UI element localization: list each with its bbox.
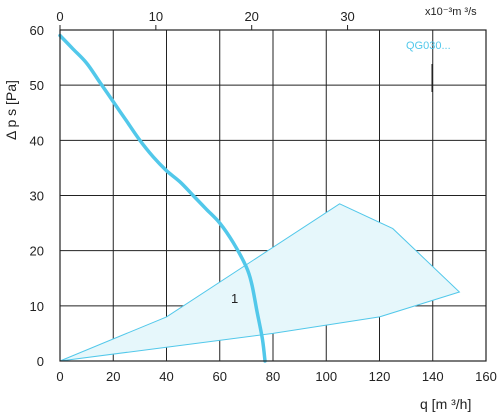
- secondary-x-tick-label: 20: [244, 9, 258, 24]
- y-tick-label: 20: [30, 244, 44, 259]
- x-tick-label: 40: [159, 369, 173, 384]
- curve-number-label: 1: [231, 291, 238, 306]
- y-tick-label: 60: [30, 23, 44, 38]
- secondary-x-tick-label: 30: [340, 9, 354, 24]
- x-tick-label: 160: [475, 369, 497, 384]
- chart-grid: [59, 29, 487, 362]
- operating-area: [59, 203, 461, 362]
- secondary-x-tick-labels: 0 10 20 30: [56, 9, 355, 30]
- plot-frame: [59, 29, 487, 362]
- y-tick-label: 0: [37, 354, 44, 369]
- y-tick-label: 50: [30, 78, 44, 93]
- y-tick-label: 30: [30, 189, 44, 204]
- series-line-qg030: [58, 33, 267, 363]
- y-tick-label: 10: [30, 299, 44, 314]
- x-tick-labels: 0 20 40 60 80 100 120 140 160: [56, 369, 496, 384]
- x-tick-label: 20: [106, 369, 120, 384]
- series-name-label: QG030...: [406, 40, 451, 52]
- x-tick-label: 80: [266, 369, 280, 384]
- secondary-x-tick-label: 0: [56, 9, 63, 24]
- secondary-x-axis-label: x10⁻³m ³/s: [425, 6, 477, 18]
- x-tick-label: 140: [422, 369, 444, 384]
- x-tick-label: 100: [315, 369, 337, 384]
- x-tick-label: 120: [369, 369, 391, 384]
- x-tick-label: 0: [56, 369, 63, 384]
- y-tick-label: 40: [30, 133, 44, 148]
- secondary-x-tick-label: 10: [149, 9, 163, 24]
- x-axis-label: q [m ³/h]: [420, 396, 471, 412]
- y-axis-label: Δ p s [Pa]: [3, 80, 19, 140]
- y-tick-labels: 0 10 20 30 40 50 60: [30, 23, 44, 369]
- x-tick-label: 60: [213, 369, 227, 384]
